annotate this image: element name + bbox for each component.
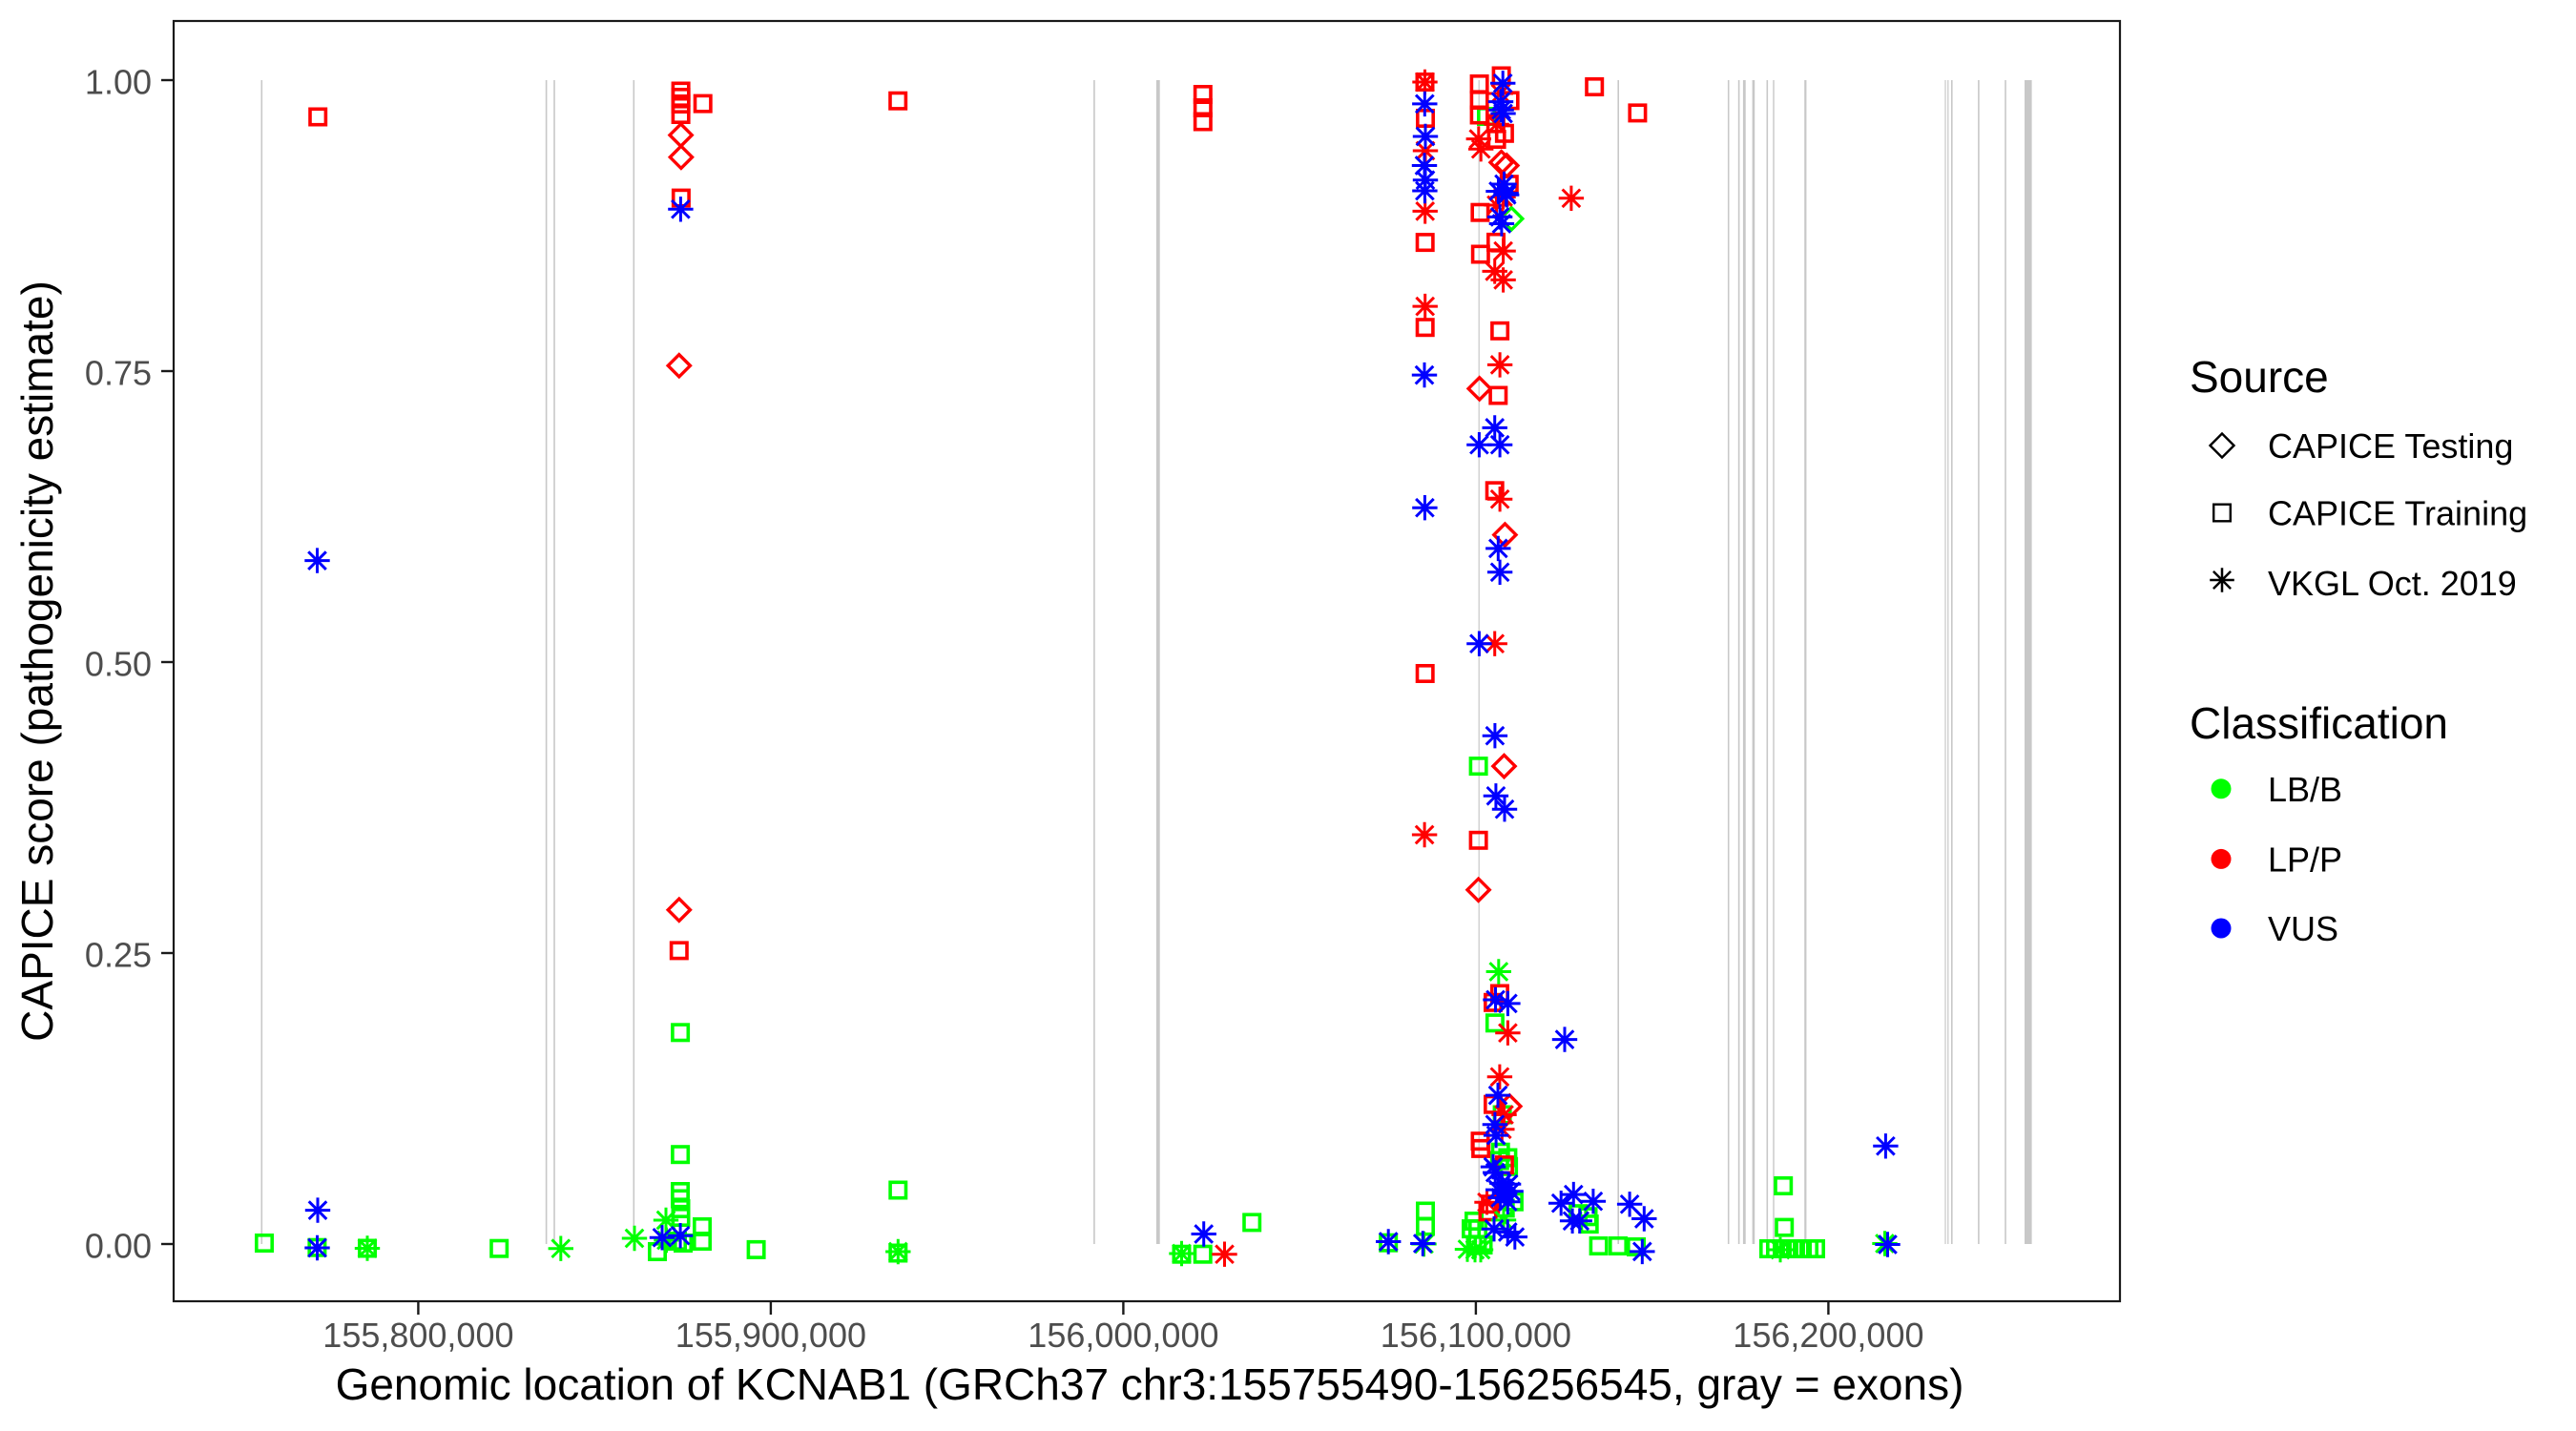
svg-text:Genomic location of KCNAB1 (GR: Genomic location of KCNAB1 (GRCh37 chr3:… (336, 1359, 1964, 1409)
svg-text:156,000,000: 156,000,000 (1028, 1316, 1218, 1355)
svg-text:0.25: 0.25 (85, 936, 152, 975)
svg-text:156,200,000: 156,200,000 (1733, 1316, 1923, 1355)
svg-text:0.00: 0.00 (85, 1227, 152, 1266)
svg-text:VUS: VUS (2268, 909, 2338, 948)
svg-text:CAPICE Training: CAPICE Training (2268, 494, 2527, 533)
svg-text:VKGL Oct. 2019: VKGL Oct. 2019 (2268, 564, 2517, 603)
svg-text:1.00: 1.00 (85, 63, 152, 102)
svg-text:0.75: 0.75 (85, 354, 152, 393)
svg-text:CAPICE score (pathogenicity es: CAPICE score (pathogenicity estimate) (12, 280, 62, 1042)
svg-text:155,800,000: 155,800,000 (322, 1316, 513, 1355)
svg-text:155,900,000: 155,900,000 (675, 1316, 866, 1355)
svg-text:156,100,000: 156,100,000 (1381, 1316, 1571, 1355)
svg-text:LP/P: LP/P (2268, 840, 2342, 880)
svg-text:0.50: 0.50 (85, 645, 152, 684)
svg-text:LB/B: LB/B (2268, 770, 2342, 809)
svg-text:Classification: Classification (2190, 698, 2448, 748)
svg-text:CAPICE Testing: CAPICE Testing (2268, 426, 2513, 466)
svg-text:Source: Source (2190, 352, 2329, 402)
